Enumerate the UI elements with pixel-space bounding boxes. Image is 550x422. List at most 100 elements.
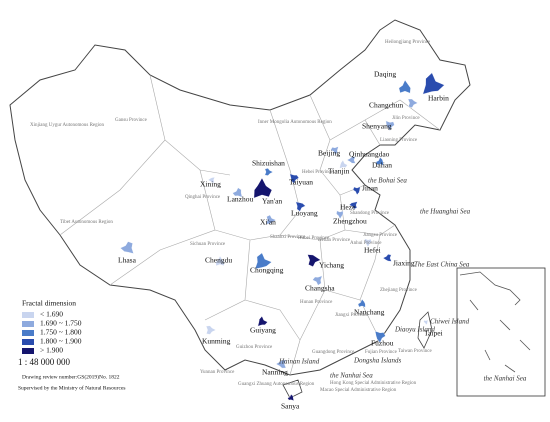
city-label: Yichang [319,261,344,270]
city-region [385,120,395,132]
province-label: Zhejiang Province [380,288,418,293]
city-label: Guiyang [250,326,276,335]
city-label: Shizuishan [252,159,285,168]
city-region [422,72,445,95]
inset: the Nanhai Sea [456,267,546,397]
city-region [357,298,366,308]
city-label: Taipei [424,329,443,338]
province-label: Jilin Province [392,116,420,121]
legend-label: > 1.900 [40,346,63,355]
water-label: the Nanhai Sea [330,372,373,380]
city-region [339,159,348,169]
city-region [352,186,361,196]
water-label: Hainan Island [278,358,320,366]
city-label: Nanning [262,368,288,377]
legend-label: < 1.690 [40,310,63,319]
city-label: Fuzhou [371,339,394,348]
city-region [346,156,356,164]
city-region [375,156,384,166]
city-label: Kunming [202,337,231,346]
province-label: Tibet Autonomous Region [60,220,113,225]
city-region [289,173,300,185]
city-region [295,201,306,212]
province-label: Hubei Province [298,236,330,241]
province-label: Shaanxi Province [270,235,306,240]
province-label: Liaoning Province [380,138,418,143]
city-region [207,176,216,184]
city-label: Lanzhou [227,195,253,204]
city-label: Harbin [428,94,449,103]
city-label: Xi'an [260,218,276,227]
city-region [215,255,225,267]
water-label: the Bohai Sea [368,177,407,185]
city-label: Jiaxing [393,259,415,268]
province-label: Inner Mongolia Autonomous Region [258,120,332,125]
province-label: Xinjiang Uygur Autonomous Region [30,123,105,128]
province-label: Hunan Province [300,300,333,305]
province-borders [59,74,441,376]
city-region [398,79,411,94]
legend-swatch [22,339,34,345]
city-label: Zhengzhou [333,217,367,226]
city-region [205,325,217,335]
city-label: Nanchang [354,308,385,317]
city-region [264,167,274,176]
city-region [382,254,392,262]
city-label: Heze [340,203,356,212]
city-label: Changsha [305,284,335,293]
province-label: Hebei Province [302,170,334,175]
province-label: Anhui Province [350,241,382,246]
legend-swatch [22,348,34,354]
legend-label: 1.800 ~ 1.900 [40,337,82,346]
city-region [312,275,323,286]
province-label: Heilongjiang Province [385,40,431,45]
city-label: Tianjin [328,167,350,176]
province-label: Guangxi Zhuang Autonomous Region [238,382,315,387]
taiwan-outline [417,311,433,349]
city-label: Luoyang [291,209,318,218]
city-label: Qinhuangdao [349,150,390,159]
legend-swatch [22,330,34,336]
city-region [407,98,419,109]
province-label: Macao Special Administrative Region [320,388,397,393]
water-label: Diaoyu Island [394,326,435,334]
hainan-outline [282,379,303,399]
note: Drawing review number:GS(2019)No. 1822 [22,373,120,380]
city-region [253,177,273,199]
city-region [364,238,372,248]
water-label: The East China Sea [414,261,470,269]
city-label: Beijing [318,149,340,158]
province-label: Qinghai Province [185,195,221,200]
city-region [287,393,295,402]
province-label: Gansu Province [115,118,148,123]
legend-label: 1.750 ~ 1.800 [40,328,82,337]
city-region [423,319,429,326]
water-label: Chiwei Island [430,318,470,326]
city-label: Lhasa [118,256,137,265]
legend-label: 1.690 ~ 1.750 [40,319,82,328]
city-region [336,210,344,220]
city-region [330,146,339,155]
province-label: Guangdong Province [312,350,355,355]
city-region [257,315,268,327]
city-region [119,241,134,254]
legend-swatch [22,321,34,327]
city-region [265,214,277,225]
province-label: Fujian Province [365,350,398,355]
city-region [232,187,243,198]
province-label: Henan Province [318,238,351,243]
city-label: Shenyang [362,122,392,131]
city-label: Chengdu [205,256,232,265]
city-label: Jinan [362,184,378,193]
city-label: Yan'an [262,197,282,206]
legend-swatch [22,312,34,318]
city-region [348,201,358,210]
province-label: Jiangxi Province [335,313,369,318]
province-label: Yunnan Province [200,370,235,375]
water-label: Dongsha Islands [353,357,402,365]
city-label: Dalian [372,161,392,170]
inset-frame [456,267,546,397]
province-label: Shandong Province [350,211,390,216]
city-region [254,252,273,270]
